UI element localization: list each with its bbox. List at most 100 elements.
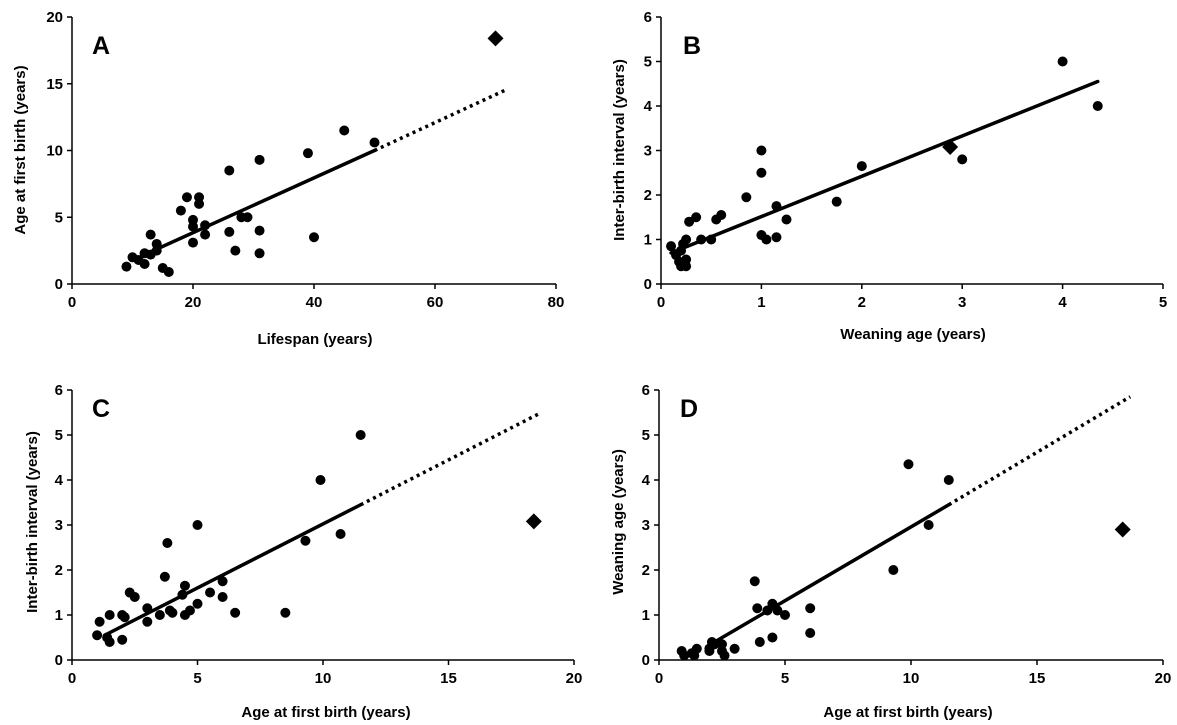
panel-b-data-point (756, 167, 767, 178)
panel-d-data-point (691, 643, 702, 654)
panel-d-y-tick-label: 5 (642, 427, 650, 444)
panel-d-y-tick-label: 4 (642, 472, 651, 489)
panel-b-data-point (691, 212, 702, 223)
panel-b-y-tick-label: 4 (644, 98, 653, 115)
panel-d-data-point (772, 605, 783, 616)
panel-b-y-tick-label: 5 (644, 54, 652, 71)
panel-a-y-tick-label: 10 (46, 143, 63, 160)
panel-d-data-point (729, 643, 740, 654)
panel-a-x-tick-label: 40 (306, 294, 323, 311)
panel-b-y-tick-label: 1 (644, 232, 652, 249)
panel-a-y-tick-label: 20 (46, 9, 63, 26)
panel-c-data-point (192, 598, 203, 609)
panel-b-x-tick-label: 5 (1159, 294, 1167, 311)
panel-b-x-tick-label: 3 (958, 294, 966, 311)
panel-b-data-point (681, 234, 692, 245)
panel-c-x-tick-label: 0 (68, 670, 76, 687)
panel-a-data-point (339, 125, 350, 136)
panel-a-data-point (254, 154, 265, 165)
panel-b-diamond-point (942, 138, 959, 155)
panel-a-data-point (121, 261, 132, 272)
panel-a-data-point (224, 165, 235, 176)
panel-a-data-point (302, 148, 313, 159)
panel-b-data-point (716, 210, 727, 221)
panel-b-y-axis-title: Inter-birth interval (years) (611, 59, 628, 241)
panel-c-data-point (217, 576, 228, 587)
panel-d-x-tick-label: 10 (903, 670, 920, 687)
panel-b-data-point (831, 196, 842, 207)
panel-b-x-tick-label: 2 (858, 294, 866, 311)
panel-a: A Lifespan (years) Age at first birth (y… (12, 9, 564, 348)
panel-d-data-point (805, 603, 816, 614)
panel-c-y-tick-label: 1 (55, 607, 63, 624)
panel-a-y-tick-label: 0 (55, 276, 63, 293)
panel-a-data-point (309, 232, 319, 243)
panel-c-y-axis-title: Inter-birth interval (years) (24, 431, 41, 613)
panel-c-data-point (205, 587, 216, 598)
panel-a-x-tick-label: 20 (185, 294, 202, 311)
panel-d-data-point (709, 639, 720, 650)
panel-d-trend-line (705, 503, 951, 649)
panel-a-data-point (369, 137, 380, 148)
panel-a-data-point (254, 225, 265, 236)
panel-a-data-point (175, 205, 186, 216)
panel-c-data-point (104, 637, 115, 647)
panel-c-data-point (94, 616, 105, 627)
panel-b-data-point (771, 232, 782, 243)
panel-b-data-point (771, 201, 782, 212)
panel-b-x-tick-label: 1 (757, 294, 765, 311)
panel-b-y-tick-label: 6 (644, 9, 652, 26)
panel-a-data-point (145, 229, 156, 240)
panel-d-data-point (805, 628, 816, 638)
panel-c-trend-line (102, 503, 363, 637)
panel-c-diamond-point (525, 513, 542, 530)
panel-d-x-tick-label: 5 (781, 670, 789, 687)
panel-d-data-point (719, 650, 730, 661)
panel-a-trend-line (142, 148, 377, 257)
panel-c-data-point (315, 475, 326, 485)
panel-d-data-point (754, 637, 765, 647)
panel-d-data-point (903, 459, 914, 470)
panel-a-y-tick-label: 5 (55, 209, 63, 226)
panel-d-trend-extension (947, 395, 1132, 507)
panel-c-data-point (167, 607, 178, 618)
panel-b-x-tick-label: 0 (657, 294, 665, 311)
panel-c-y-tick-label: 0 (55, 652, 63, 669)
panel-d-y-tick-label: 6 (642, 382, 650, 399)
panel-c-data-point (159, 571, 170, 582)
panel-d-x-tick-label: 0 (655, 670, 663, 687)
panel-b-data-point (741, 192, 752, 203)
panel-a-data-point (224, 226, 235, 237)
panel-c-x-axis-title: Age at first birth (years) (241, 704, 410, 721)
panel-d-data-point (943, 475, 954, 485)
panel-d-y-tick-label: 1 (642, 607, 650, 624)
panel-c-data-point (92, 630, 103, 641)
panel-c-y-tick-label: 6 (55, 382, 63, 399)
panel-a-x-tick-label: 0 (68, 294, 76, 311)
panel-b-y-tick-label: 2 (644, 187, 652, 204)
panel-d-y-axis-title: Weaning age (years) (610, 449, 627, 595)
panel-a-y-axis-title: Age at first birth (years) (12, 65, 29, 234)
panel-c-x-tick-label: 20 (566, 670, 583, 687)
panel-a-data-point (200, 220, 211, 231)
panel-a-diamond-point (487, 30, 504, 47)
panel-c-data-point (192, 520, 203, 530)
panel-c-data-point (179, 580, 190, 591)
panel-a-data-point (200, 229, 211, 240)
panel-c-data-point (355, 430, 366, 440)
panel-c-data-point (217, 592, 228, 602)
panel-b-data-point (666, 241, 677, 252)
panel-b-data-point (1057, 56, 1068, 67)
panel-a-data-point (151, 245, 162, 256)
panel-d: D Age at first birth (years) Weaning age… (610, 382, 1171, 721)
panel-a-data-point (188, 237, 198, 248)
panel-a-y-tick-label: 15 (46, 76, 63, 93)
panel-a-trend-extension (373, 87, 509, 153)
panel-d-data-point (752, 603, 763, 614)
panel-d-x-tick-label: 20 (1155, 670, 1172, 687)
panel-a-label: A (92, 32, 110, 60)
panel-c-x-tick-label: 10 (315, 670, 332, 687)
panel-c-data-point (177, 589, 188, 600)
panel-b-data-point (706, 234, 717, 245)
